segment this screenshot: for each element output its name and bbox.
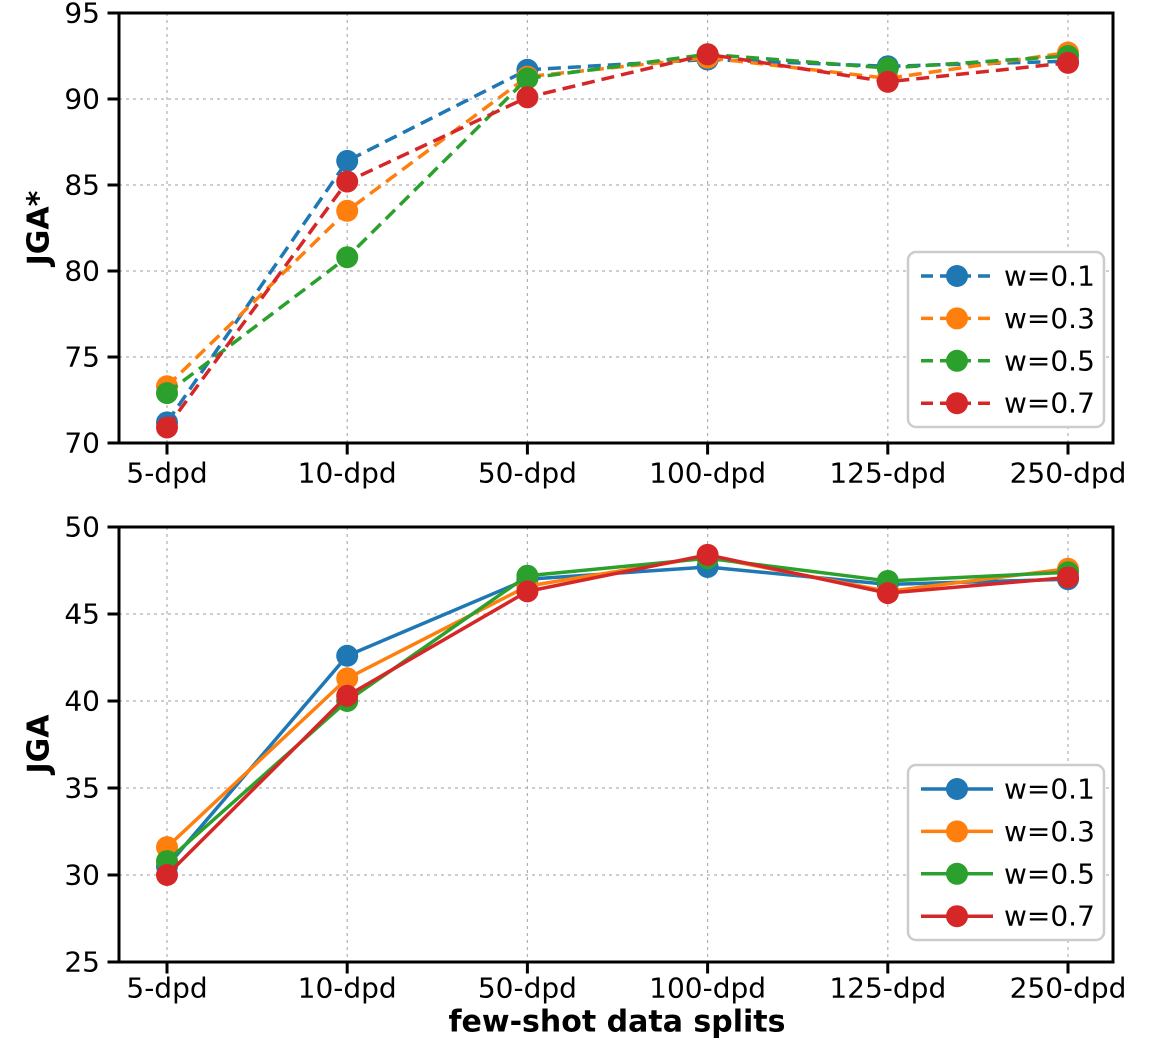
y-tick-label: 40 (64, 685, 100, 718)
x-tick-labels: 5-dpd 10-dpd 50-dpd 100-dpd 125-dpd 250-dpd (126, 972, 1126, 1005)
legend-item: w=0.5 (921, 344, 1095, 377)
data-point (1057, 51, 1079, 74)
y-tick-label: 45 (64, 598, 100, 631)
axes-spines (117, 525, 1115, 964)
legend-label: w=0.1 (1004, 260, 1095, 293)
data-point (156, 382, 178, 405)
x-tick-label: 125-dpd (829, 972, 946, 1005)
data-point (516, 564, 539, 587)
x-tick-labels: 5-dpd 10-dpd 50-dpd 100-dpd 125-dpd 250-dpd (126, 457, 1126, 490)
subplot-top-jga-star: 5-dpd 10-dpd 50-dpd 100-dpd 125-dpd 250-dpd 70… (64, 0, 1126, 490)
bottom-plot-y-axis-label: JGA (21, 714, 57, 774)
x-tick-label: 5-dpd (126, 457, 207, 490)
legend-label: w=0.3 (1004, 302, 1095, 335)
x-tick-label: 5-dpd (126, 972, 207, 1005)
data-point (516, 580, 539, 603)
legend-marker (946, 307, 968, 330)
legend-label: w=0.5 (1004, 857, 1095, 890)
series-w=0.7 (156, 543, 1079, 886)
legend-box (906, 250, 1106, 429)
x-tick-label: 50-dpd (478, 457, 577, 490)
data-point (696, 43, 719, 66)
data-point (516, 67, 539, 90)
legend-label: w=0.1 (1004, 773, 1095, 806)
series-w=0.7 (156, 43, 1079, 439)
series-line (165, 52, 1069, 429)
y-tick-label: 75 (64, 341, 100, 374)
legend-label: w=0.7 (1004, 900, 1095, 933)
legend-marker (946, 392, 968, 415)
data-point (336, 246, 359, 269)
data-point (336, 667, 359, 690)
axis-ticks (107, 11, 1070, 455)
legend-label: w=0.3 (1004, 815, 1095, 848)
legend-box (906, 763, 1106, 942)
x-tick-label: 50-dpd (478, 972, 577, 1005)
legend-item: w=0.1 (921, 260, 1095, 293)
data-point (696, 543, 719, 566)
x-axis-label: few-shot data splits (448, 1004, 786, 1040)
axis-ticks (107, 525, 1070, 974)
x-tick-label: 125-dpd (829, 457, 946, 490)
legend-marker (946, 905, 968, 928)
axes-spines (117, 11, 1115, 445)
legend-marker (946, 778, 968, 800)
x-tick-label: 250-dpd (1010, 972, 1127, 1005)
series-line (165, 52, 1069, 395)
series-line (165, 553, 1069, 877)
data-point (156, 416, 178, 439)
y-tick-labels: 25 30 35 40 45 50 (64, 511, 100, 979)
y-tick-label: 90 (64, 83, 100, 116)
data-point (156, 864, 178, 886)
y-tick-label: 50 (64, 511, 100, 544)
legend-item: w=0.7 (921, 387, 1095, 420)
data-point (336, 170, 359, 193)
data-point (336, 684, 359, 707)
x-tick-label: 100-dpd (649, 457, 766, 490)
y-tick-label: 80 (64, 255, 100, 288)
data-point (336, 149, 359, 172)
x-tick-label: 100-dpd (649, 972, 766, 1005)
y-tick-label: 35 (64, 772, 100, 805)
legend-marker (946, 820, 968, 843)
y-tick-label: 25 (64, 946, 100, 979)
x-tick-label: 10-dpd (298, 972, 397, 1005)
y-tick-labels: 70 75 80 85 90 95 (64, 0, 100, 460)
legend-item: w=0.7 (921, 900, 1095, 933)
y-tick-label: 30 (64, 859, 100, 892)
legend-item: w=0.1 (921, 773, 1095, 806)
x-tick-label: 10-dpd (298, 457, 397, 490)
top-plot-y-axis-label: JGA* (21, 190, 57, 266)
data-point (516, 86, 539, 109)
legend: w=0.1 w=0.3 w=0.5 w=0.7 (906, 763, 1106, 942)
legend-marker (946, 349, 968, 372)
data-point (876, 582, 899, 605)
legend-item: w=0.3 (921, 302, 1095, 335)
legend: w=0.1 w=0.3 w=0.5 w=0.7 (906, 250, 1106, 429)
y-tick-label: 85 (64, 169, 100, 202)
y-tick-label: 95 (64, 0, 100, 30)
legend-label: w=0.7 (1004, 387, 1095, 420)
legend-label: w=0.5 (1004, 344, 1095, 377)
legend-marker (946, 862, 968, 885)
x-tick-label: 250-dpd (1010, 457, 1127, 490)
data-point (876, 70, 899, 93)
y-tick-label: 70 (64, 427, 100, 460)
subplot-bottom-jga: 5-dpd 10-dpd 50-dpd 100-dpd 125-dpd 250-dpd 25… (64, 511, 1126, 1005)
data-point (336, 644, 359, 667)
legend-item: w=0.3 (921, 815, 1095, 848)
legend-item: w=0.5 (921, 857, 1095, 890)
data-point (336, 199, 359, 222)
legend-marker (946, 265, 968, 287)
data-point (1057, 566, 1079, 589)
